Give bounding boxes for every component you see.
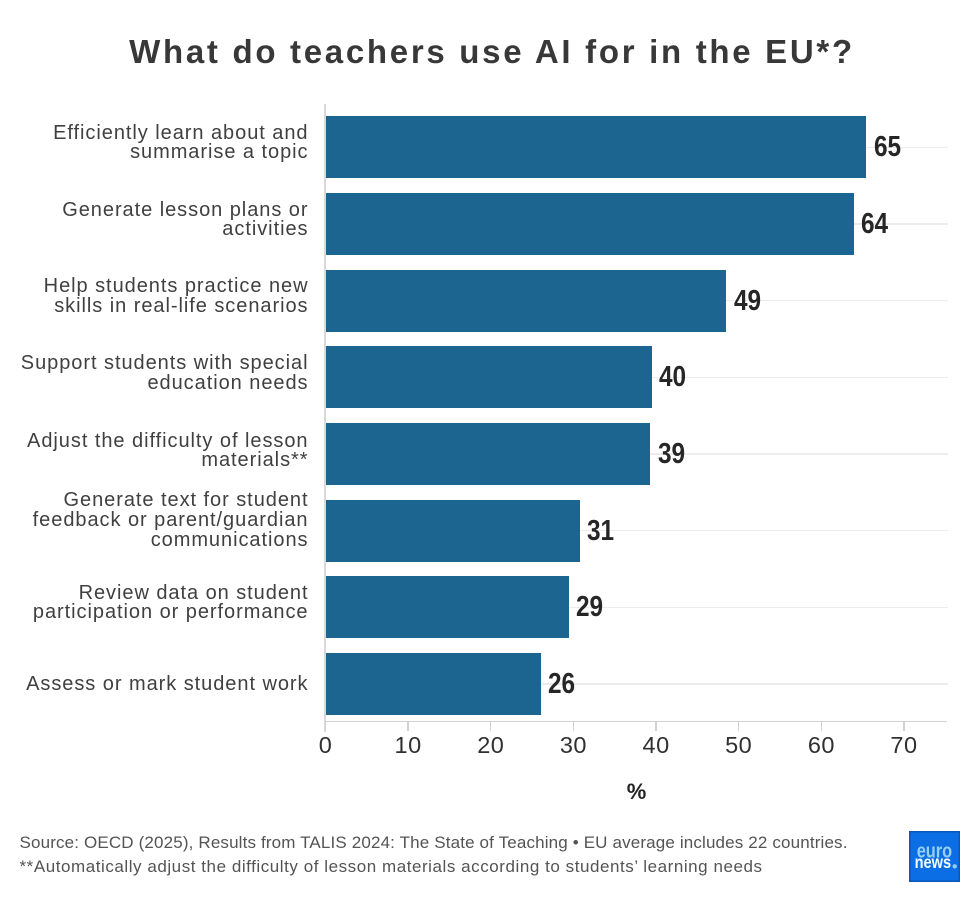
svg-text:news: news — [914, 852, 951, 872]
svg-text:euro: euro — [916, 840, 951, 862]
